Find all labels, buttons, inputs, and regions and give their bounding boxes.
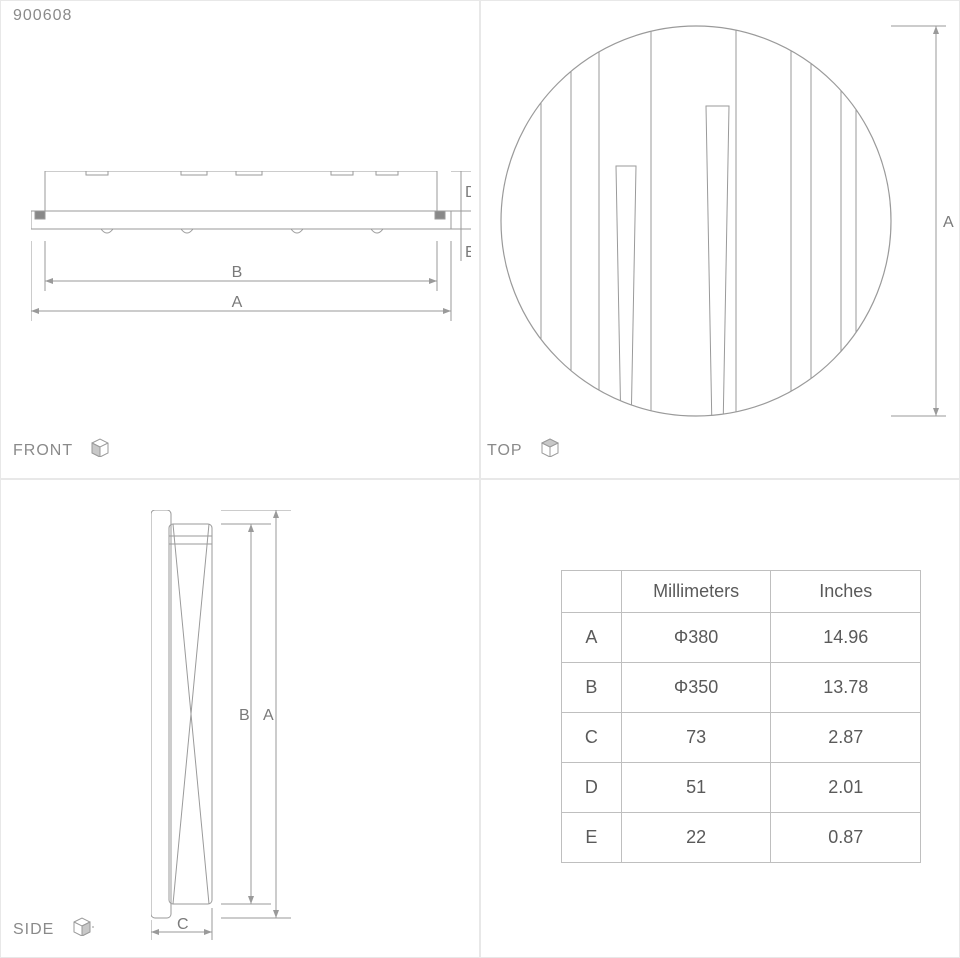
header-in: Inches bbox=[771, 571, 921, 613]
dim-label-B-side: B bbox=[239, 707, 250, 724]
dimensions-table-panel: Millimeters Inches A Φ380 14.96 B Φ350 1… bbox=[480, 479, 960, 958]
dim-label-A-side: A bbox=[263, 707, 274, 724]
cell-in: 0.87 bbox=[771, 813, 921, 863]
cell-mm: 22 bbox=[621, 813, 771, 863]
top-label: TOP bbox=[487, 442, 522, 459]
table-row: C 73 2.87 bbox=[562, 713, 921, 763]
top-drawing: A bbox=[481, 11, 960, 451]
cell-mm: 51 bbox=[621, 763, 771, 813]
front-cube-icon bbox=[88, 435, 112, 462]
table-row: A Φ380 14.96 bbox=[562, 613, 921, 663]
cell-mm: 73 bbox=[621, 713, 771, 763]
side-label: SIDE bbox=[13, 921, 54, 938]
cell-in: 13.78 bbox=[771, 663, 921, 713]
side-cube-icon bbox=[70, 914, 94, 941]
front-view-panel: 900608 D E bbox=[0, 0, 480, 479]
dim-label-B: B bbox=[232, 264, 243, 281]
cell-key: C bbox=[562, 713, 622, 763]
table-row: E 22 0.87 bbox=[562, 813, 921, 863]
dim-label-D: D bbox=[465, 184, 471, 201]
dim-label-A-top: A bbox=[943, 214, 954, 231]
cell-mm: Φ380 bbox=[621, 613, 771, 663]
cell-key: D bbox=[562, 763, 622, 813]
front-drawing: D E B A bbox=[31, 171, 471, 371]
cell-key: B bbox=[562, 663, 622, 713]
product-id: 900608 bbox=[13, 7, 72, 25]
top-label-row: TOP bbox=[487, 435, 562, 462]
front-label-row: FRONT bbox=[13, 435, 112, 462]
cell-key: A bbox=[562, 613, 622, 663]
side-drawing: B A C bbox=[151, 510, 331, 940]
dimensions-table: Millimeters Inches A Φ380 14.96 B Φ350 1… bbox=[561, 570, 921, 863]
cell-in: 2.01 bbox=[771, 763, 921, 813]
cell-key: E bbox=[562, 813, 622, 863]
cell-in: 2.87 bbox=[771, 713, 921, 763]
table-row: B Φ350 13.78 bbox=[562, 663, 921, 713]
table-row: D 51 2.01 bbox=[562, 763, 921, 813]
top-view-panel: A TOP bbox=[480, 0, 960, 479]
cell-in: 14.96 bbox=[771, 613, 921, 663]
header-mm: Millimeters bbox=[621, 571, 771, 613]
header-key bbox=[562, 571, 622, 613]
table-header-row: Millimeters Inches bbox=[562, 571, 921, 613]
top-cube-icon bbox=[538, 435, 562, 462]
dim-label-C: C bbox=[177, 916, 189, 933]
cell-mm: Φ350 bbox=[621, 663, 771, 713]
side-label-row: SIDE bbox=[13, 914, 94, 941]
front-label: FRONT bbox=[13, 442, 73, 459]
dim-label-A: A bbox=[232, 294, 243, 311]
dim-label-E: E bbox=[465, 244, 471, 261]
side-view-panel: B A C SIDE bbox=[0, 479, 480, 958]
